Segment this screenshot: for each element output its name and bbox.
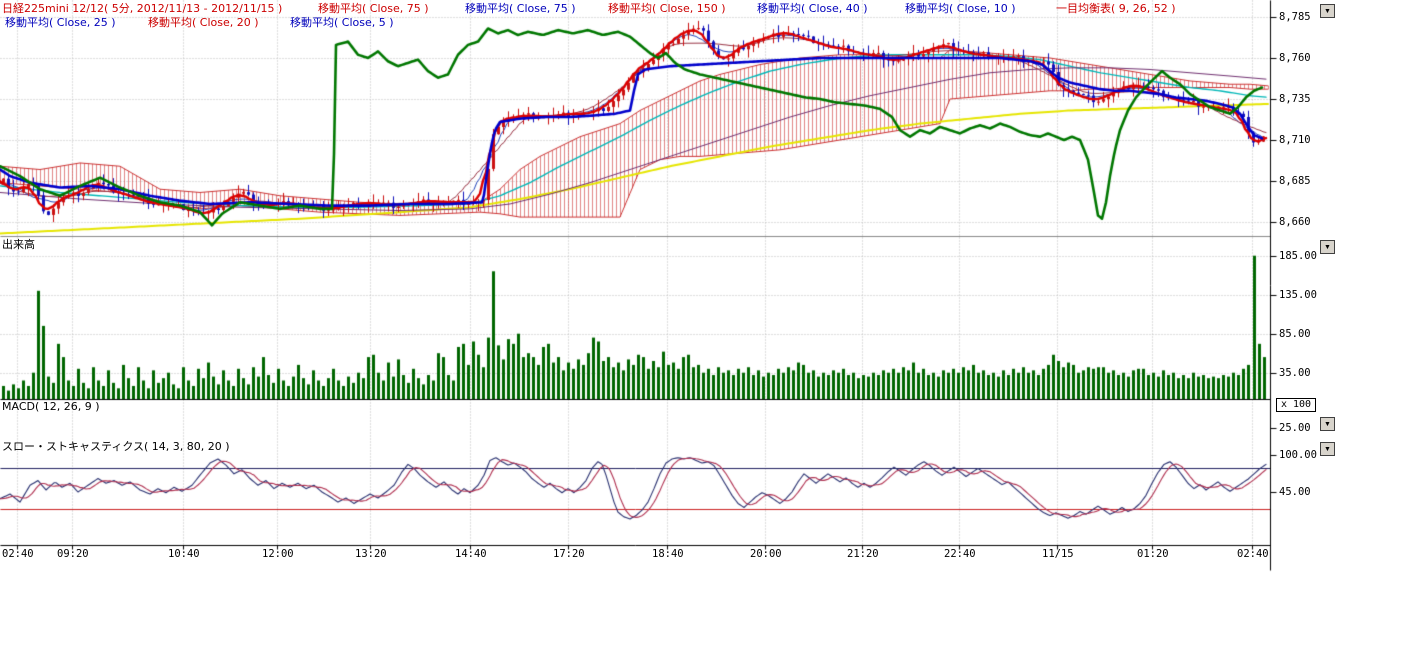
chart-title: 日経225mini 12/12( 5分, 2012/11/13 - 2012/1… <box>2 2 283 15</box>
price-axis-tick-label: 8,760 <box>1279 52 1311 64</box>
time-axis-label: 02:40 <box>1237 548 1269 560</box>
time-axis-label: 21:20 <box>847 548 879 560</box>
volume-axis-tick-label: 185.00 <box>1279 250 1317 262</box>
price-axis-tick-label: 8,785 <box>1279 11 1311 23</box>
time-axis-label: 20:00 <box>750 548 782 560</box>
indicator-label-ma40: 移動平均( Close, 40 ) <box>757 2 868 15</box>
indicator-label-ma5: 移動平均( Close, 5 ) <box>290 16 394 29</box>
time-axis-label: 13:20 <box>355 548 387 560</box>
macd-axis-tick-label: 25.00 <box>1279 422 1311 434</box>
volume-axis-tick-label: 35.00 <box>1279 367 1311 379</box>
indicator-label-ma150: 移動平均( Close, 150 ) <box>608 2 726 15</box>
time-axis-label: 14:40 <box>455 548 487 560</box>
time-axis-label: 18:40 <box>652 548 684 560</box>
time-axis-label: 11/15 <box>1042 548 1074 560</box>
time-axis-label: 09:20 <box>57 548 89 560</box>
price-axis-tick-label: 8,710 <box>1279 134 1311 146</box>
volume-pane-scroll-down-button[interactable]: ▼ <box>1320 240 1335 254</box>
indicator-label-ma75b: 移動平均( Close, 75 ) <box>465 2 576 15</box>
macd-pane-scroll-down-button[interactable]: ▼ <box>1320 417 1335 431</box>
volume-axis-tick-label: 135.00 <box>1279 289 1317 301</box>
time-axis-label: 17:20 <box>553 548 585 560</box>
indicator-label-ma75a: 移動平均( Close, 75 ) <box>318 2 429 15</box>
volume-pane-label: 出来高 <box>2 238 35 251</box>
time-axis-label: 01:20 <box>1137 548 1169 560</box>
time-axis-label: 12:00 <box>262 548 294 560</box>
indicator-label-ma20: 移動平均( Close, 20 ) <box>148 16 259 29</box>
indicator-label-ma25: 移動平均( Close, 25 ) <box>5 16 116 29</box>
price-axis-tick-label: 8,685 <box>1279 175 1311 187</box>
macd-pane-label: MACD( 12, 26, 9 ) <box>2 400 100 413</box>
stoch-pane-scroll-down-button[interactable]: ▼ <box>1320 442 1335 456</box>
indicator-label-ichimoku: 一目均衡表( 9, 26, 52 ) <box>1056 2 1176 15</box>
stoch-axis-tick-label: 45.00 <box>1279 486 1311 498</box>
time-axis-label: 02:40 <box>2 548 34 560</box>
price-axis-tick-label: 8,735 <box>1279 93 1311 105</box>
price-axis-tick-label: 8,660 <box>1279 216 1311 228</box>
price-pane-scroll-down-button[interactable]: ▼ <box>1320 4 1335 18</box>
stoch-pane-label: スロー・ストキャスティクス( 14, 3, 80, 20 ) <box>2 440 230 453</box>
time-axis-label: 10:40 <box>168 548 200 560</box>
volume-axis-tick-label: 85.00 <box>1279 328 1311 340</box>
stoch-axis-tick-label: 100.00 <box>1279 449 1317 461</box>
time-axis-label: 22:40 <box>944 548 976 560</box>
indicator-label-ma10: 移動平均( Close, 10 ) <box>905 2 1016 15</box>
volume-multiplier-badge: x 100 <box>1276 398 1316 412</box>
